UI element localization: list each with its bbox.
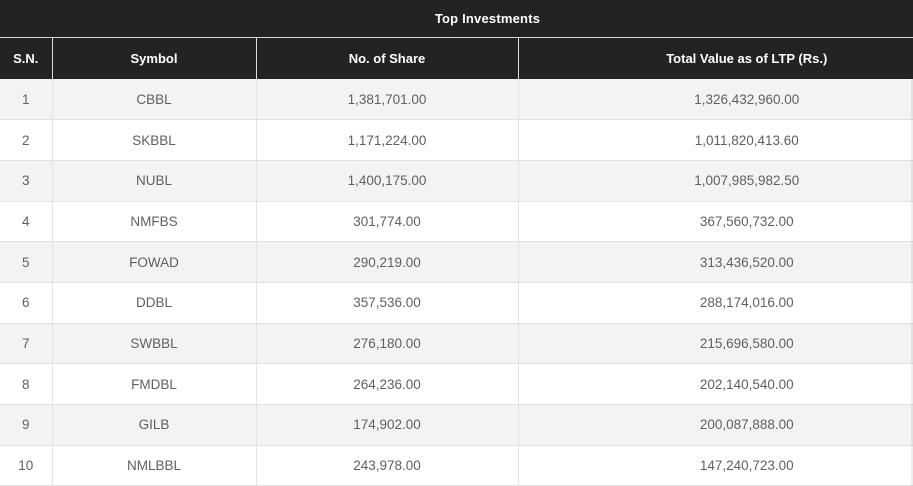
cell-value: 147,240,723.00 [517,444,913,486]
cell-shares: 1,381,701.00 [255,79,518,120]
cell-symbol: FOWAD [51,241,256,283]
cell-sn: 8 [0,363,52,405]
table-row: 10 NMLBBL 243,978.00 147,240,723.00 [0,444,913,486]
table-row: 8 FMDBL 264,236.00 202,140,540.00 [0,363,913,405]
cell-sn: 7 [0,322,52,364]
cell-symbol: NMFBS [51,200,256,242]
cell-value: 313,436,520.00 [517,241,913,283]
table-body: 1 CBBL 1,381,701.00 1,326,432,960.00 2 SKBBL 1… [0,79,913,486]
cell-shares: 1,171,224.00 [255,119,518,161]
cell-shares: 357,536.00 [255,281,518,324]
header-row: S.N. Symbol No. of Share Total Value as … [0,38,913,79]
cell-shares: 174,902.00 [255,404,518,446]
col-header-symbol: Symbol [51,38,256,79]
cell-shares: 276,180.00 [255,322,518,364]
cell-symbol: SWBBL [51,322,256,364]
cell-symbol: GILB [51,404,256,446]
table-row: 3 NUBL 1,400,175.00 1,007,985,982.50 [0,159,913,202]
cell-symbol: NMLBBL [51,444,256,486]
investments-table: S.N. Symbol No. of Share Total Value as … [0,38,913,486]
cell-value: 1,011,820,413.60 [517,119,913,161]
col-header-sn: S.N. [0,38,52,79]
cell-shares: 301,774.00 [255,200,518,242]
cell-shares: 264,236.00 [255,363,518,405]
cell-value: 367,560,732.00 [517,200,913,242]
table-row: 6 DDBL 357,536.00 288,174,016.00 [0,281,913,324]
table-header: S.N. Symbol No. of Share Total Value as … [0,38,913,79]
cell-symbol: FMDBL [51,363,256,405]
table-row: 7 SWBBL 276,180.00 215,696,580.00 [0,322,913,364]
table-row: 1 CBBL 1,381,701.00 1,326,432,960.00 [0,79,913,120]
cell-sn: 9 [0,404,52,446]
table-row: 9 GILB 174,902.00 200,087,888.00 [0,404,913,446]
cell-value: 1,326,432,960.00 [517,79,913,120]
cell-sn: 2 [0,119,52,161]
cell-symbol: DDBL [51,281,256,324]
table-row: 5 FOWAD 290,219.00 313,436,520.00 [0,241,913,283]
cell-shares: 290,219.00 [255,241,518,283]
cell-value: 288,174,016.00 [517,281,913,324]
table-row: 4 NMFBS 301,774.00 367,560,732.00 [0,200,913,242]
table-title: Top Investments [0,0,913,38]
cell-sn: 4 [0,200,52,242]
cell-shares: 1,400,175.00 [255,159,518,202]
col-header-shares: No. of Share [255,38,518,79]
cell-sn: 3 [0,159,52,202]
col-header-value: Total Value as of LTP (Rs.) [517,38,913,79]
cell-value: 1,007,985,982.50 [517,159,913,202]
scrollbar-edge [911,79,913,486]
cell-shares: 243,978.00 [255,444,518,486]
cell-symbol: CBBL [51,79,256,120]
cell-value: 215,696,580.00 [517,322,913,364]
cell-sn: 10 [0,444,52,486]
cell-sn: 1 [21,91,30,107]
cell-sn: 5 [0,241,52,283]
cell-sn: 6 [0,281,52,324]
table-row: 2 SKBBL 1,171,224.00 1,011,820,413.60 [0,119,913,161]
cell-symbol: SKBBL [51,119,256,161]
cell-value: 202,140,540.00 [517,363,913,405]
cell-value: 200,087,888.00 [517,404,913,446]
cell-symbol: NUBL [51,159,256,202]
